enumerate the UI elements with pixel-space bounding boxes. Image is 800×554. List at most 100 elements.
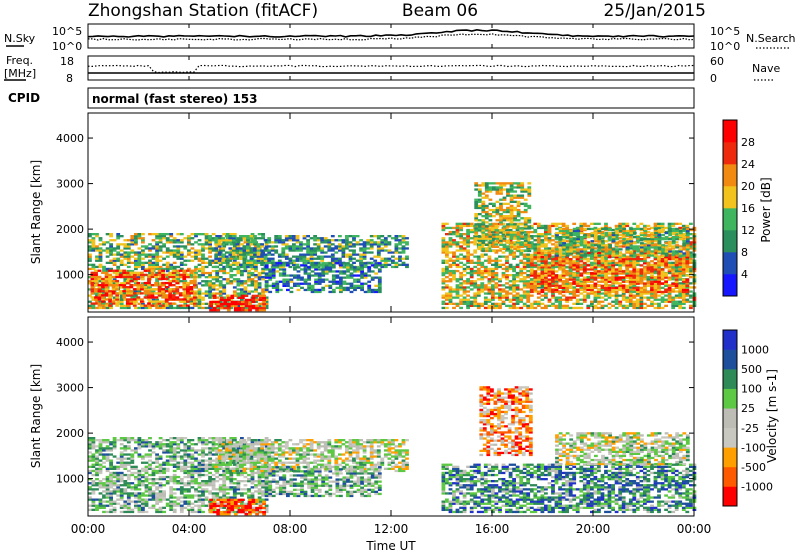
echo-cell xyxy=(95,292,99,295)
echo-cell xyxy=(455,290,460,293)
echo-cell xyxy=(540,302,545,305)
echo-cell xyxy=(477,235,482,238)
echo-cell xyxy=(264,304,269,307)
echo-cell xyxy=(148,243,152,246)
echo-cell xyxy=(334,245,339,248)
echo-cell xyxy=(653,222,658,225)
echo-cell xyxy=(558,263,562,266)
echo-cell xyxy=(260,261,264,264)
echo-cell xyxy=(593,258,598,261)
echo-cell xyxy=(155,257,159,260)
echo-cell xyxy=(282,264,287,267)
echo-cell xyxy=(197,292,202,295)
echo-cell xyxy=(441,278,446,281)
echo-cell xyxy=(664,226,668,230)
echo-cell xyxy=(533,300,538,303)
echo-cell xyxy=(519,269,524,273)
echo-cell xyxy=(499,192,503,195)
echo-cell xyxy=(239,253,243,256)
echo-cell xyxy=(321,288,326,292)
echo-cell xyxy=(168,288,173,291)
echo-cell xyxy=(448,245,453,248)
echo-cell xyxy=(194,290,198,293)
echo-cell xyxy=(169,304,174,307)
echo-cell xyxy=(483,300,488,303)
echo-cell xyxy=(130,235,135,238)
echo-cell xyxy=(529,304,534,307)
echo-cell xyxy=(561,264,566,267)
echo-cell xyxy=(360,272,364,275)
echo-cell xyxy=(635,304,640,307)
echo-cell xyxy=(522,280,527,283)
echo-cell xyxy=(231,249,236,252)
echo-cell xyxy=(339,266,343,269)
echo-cell xyxy=(193,294,197,297)
echo-cell xyxy=(264,245,269,248)
echo-cell xyxy=(317,290,322,294)
echo-cell xyxy=(125,298,130,301)
echo-cell xyxy=(452,259,456,262)
echo-cell xyxy=(91,267,96,271)
echo-cell xyxy=(270,257,275,260)
echo-cell xyxy=(600,300,605,303)
echo-cell xyxy=(214,253,219,256)
echo-cell xyxy=(483,276,488,279)
echo-cell xyxy=(105,267,110,271)
echo-cell xyxy=(547,286,552,289)
echo-cell xyxy=(445,265,449,269)
echo-cell xyxy=(137,233,142,236)
echo-cell xyxy=(161,300,165,303)
echo-cell xyxy=(491,263,495,266)
echo-cell xyxy=(165,237,170,240)
echo-cell xyxy=(231,255,236,258)
echo-cell xyxy=(544,276,548,279)
echo-cell xyxy=(508,304,513,307)
echo-cell xyxy=(289,286,294,289)
echo-cell xyxy=(586,264,591,267)
echo-cell xyxy=(459,245,463,248)
echo-cell xyxy=(544,265,548,269)
nsky-tick-top: 10^5 xyxy=(52,25,82,38)
echo-cell xyxy=(129,290,134,293)
echo-cell xyxy=(136,277,141,281)
echo-cell xyxy=(494,284,499,287)
echo-cell xyxy=(327,239,332,242)
echo-cell xyxy=(232,233,237,236)
echo-cell xyxy=(182,273,187,276)
echo-cell xyxy=(197,259,202,262)
echo-cell xyxy=(520,243,525,246)
echo-cell xyxy=(359,255,363,258)
echo-cell xyxy=(529,237,534,240)
echo-cell xyxy=(474,231,479,234)
echo-cell xyxy=(97,288,102,291)
echo-cell xyxy=(646,224,651,228)
echo-cell xyxy=(187,298,191,301)
echo-cell xyxy=(586,306,591,310)
echo-cell xyxy=(494,302,499,305)
echo-cell xyxy=(214,257,219,260)
echo-cell xyxy=(505,292,509,295)
echo-cell xyxy=(558,245,562,248)
echo-cell xyxy=(484,227,489,230)
echo-cell xyxy=(590,276,594,279)
echo-cell xyxy=(309,251,314,254)
echo-cell xyxy=(193,292,197,295)
echo-cell xyxy=(462,237,467,240)
echo-cell xyxy=(362,251,367,254)
echo-cell xyxy=(328,262,333,265)
echo-cell xyxy=(129,279,134,283)
echo-cell xyxy=(452,276,456,279)
echo-cell xyxy=(261,290,265,293)
echo-cell xyxy=(459,294,463,297)
echo-cell xyxy=(509,235,514,238)
echo-cell xyxy=(91,298,96,301)
echo-cell xyxy=(108,294,112,297)
echo-cell xyxy=(137,251,142,254)
echo-cell xyxy=(529,294,534,297)
echo-cell xyxy=(137,290,142,293)
echo-cell xyxy=(660,245,665,248)
echo-cell xyxy=(98,249,103,252)
echo-cell xyxy=(501,276,506,279)
echo-cell xyxy=(533,265,538,269)
echo-cell xyxy=(474,213,479,216)
